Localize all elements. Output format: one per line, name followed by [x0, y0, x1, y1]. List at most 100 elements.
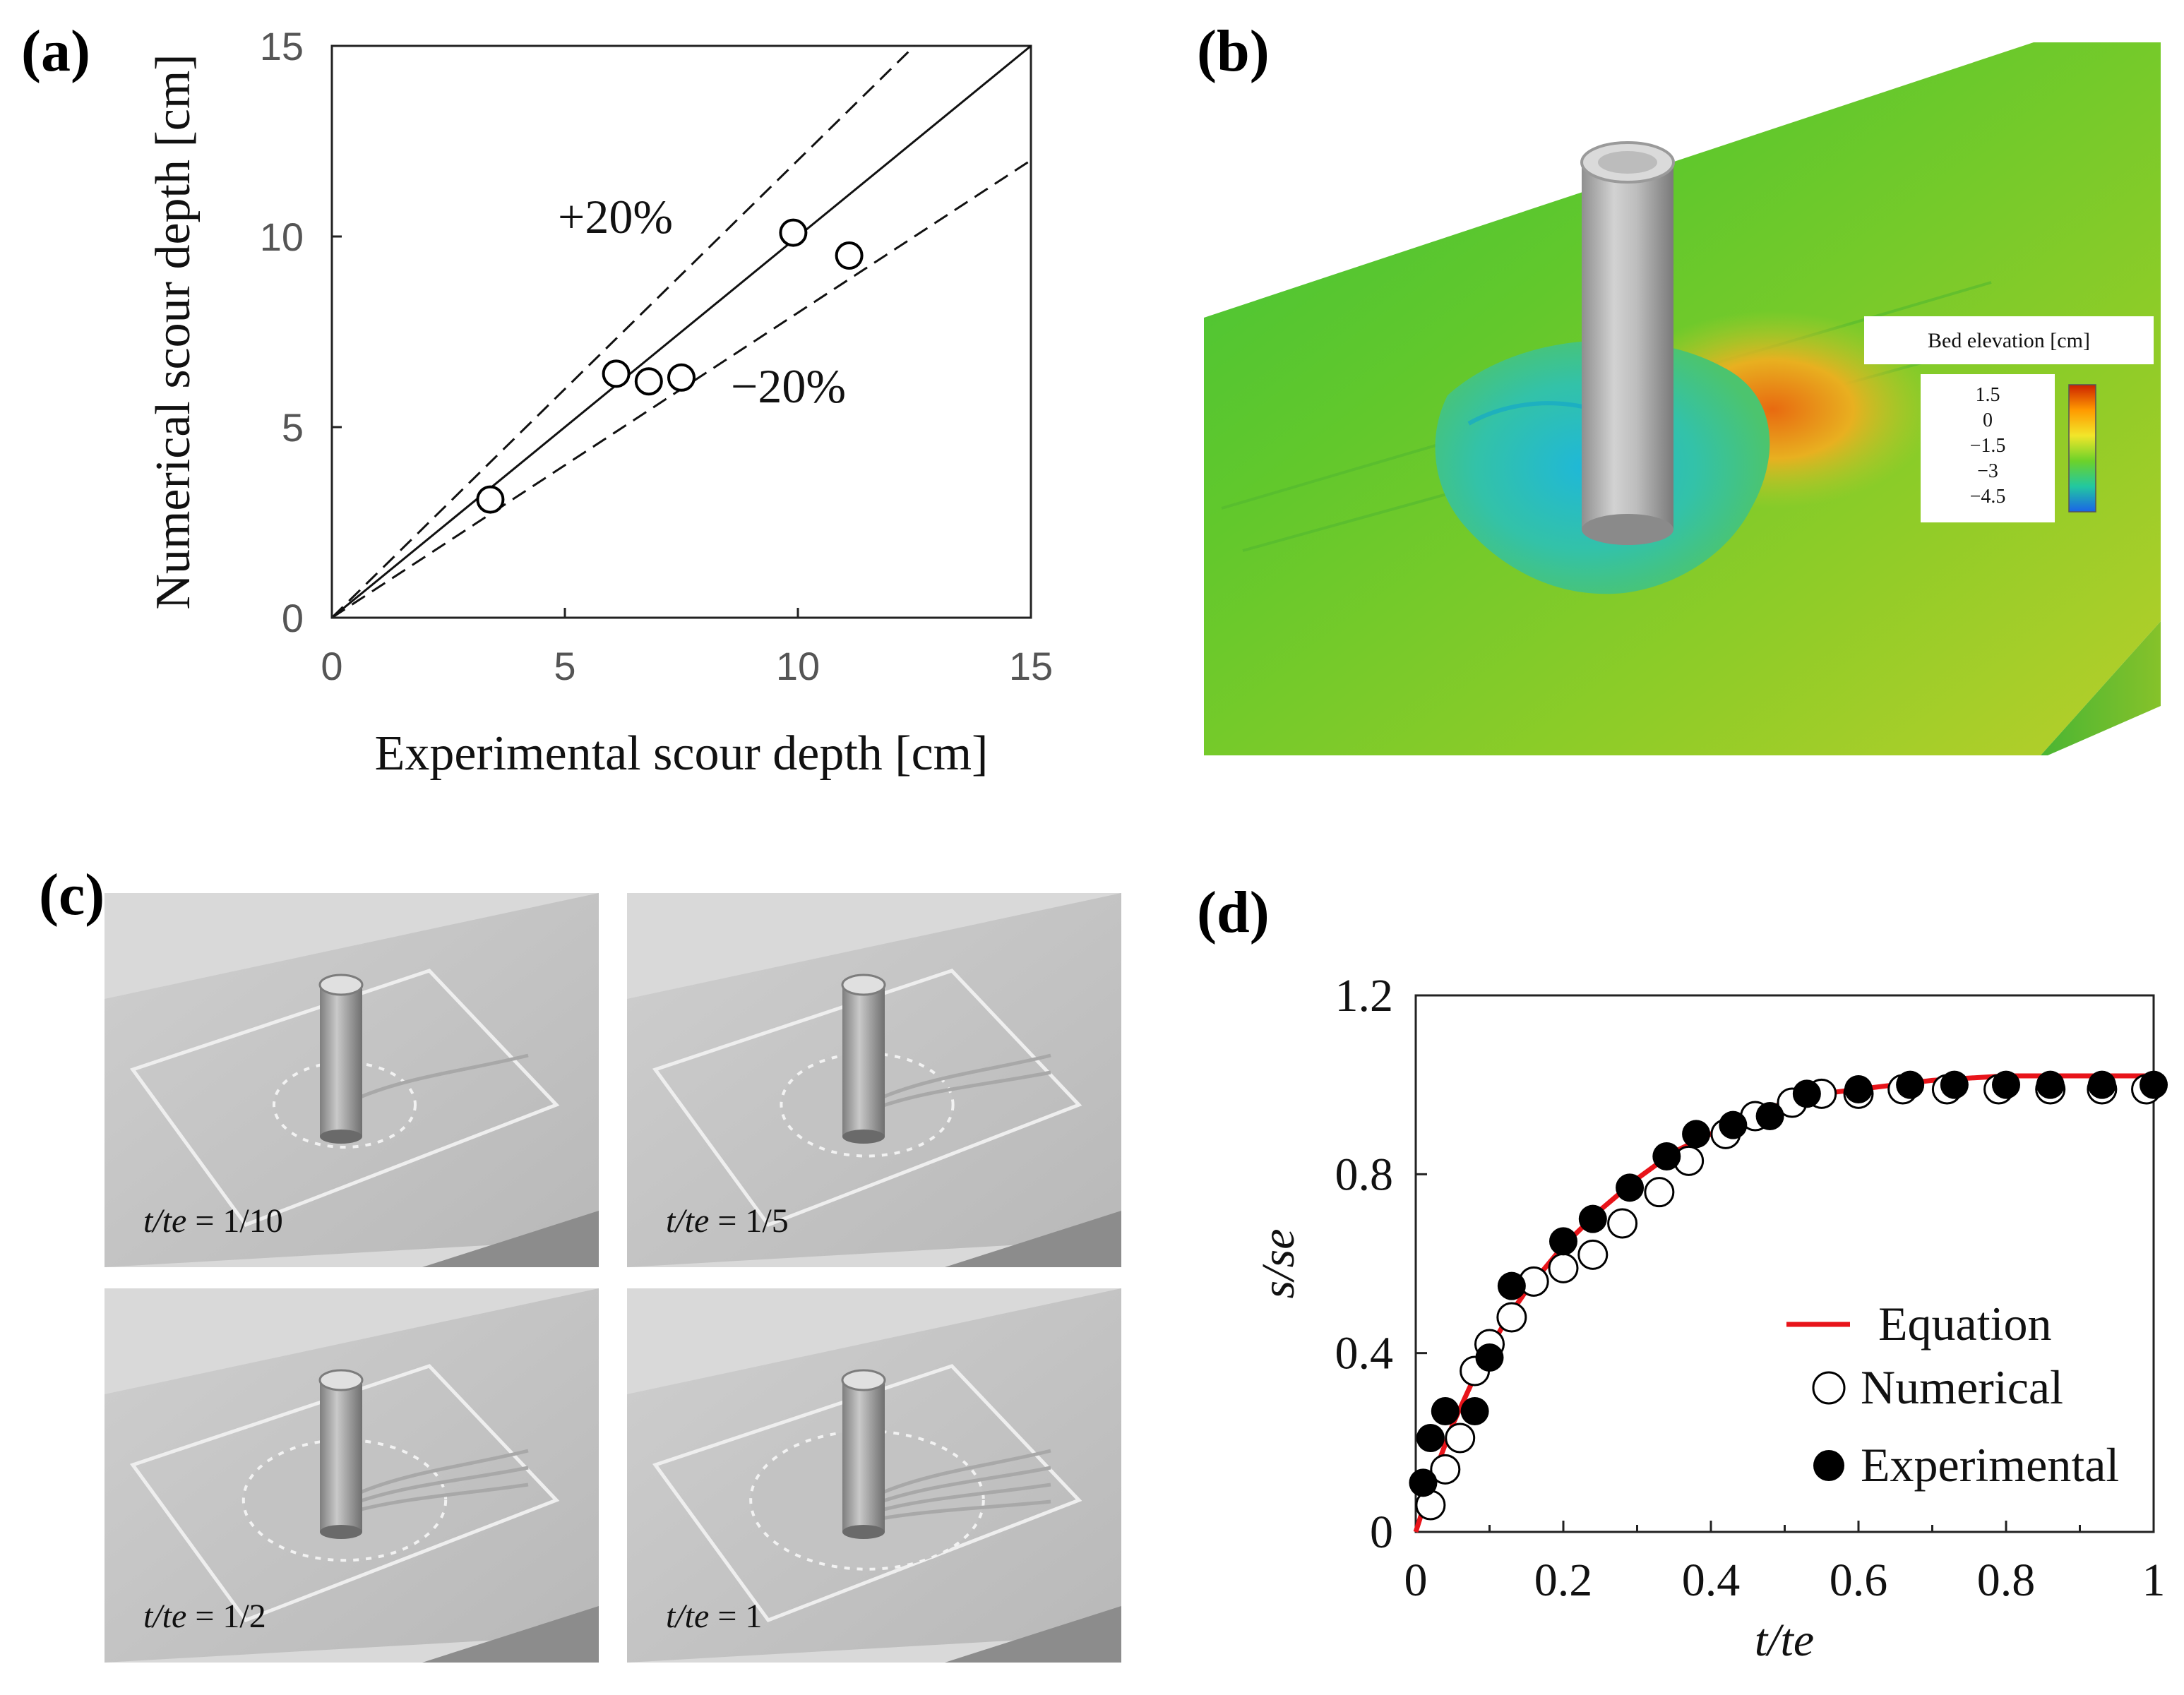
experimental-point: [1896, 1070, 1925, 1099]
snapshot-ripple: [881, 1466, 1051, 1504]
y-tick-label: 15: [260, 24, 304, 68]
experimental-point: [1460, 1397, 1489, 1425]
snapshot-pier: [320, 985, 362, 1137]
legend-numerical-swatch: [1812, 1371, 1846, 1405]
chart-a-points: [476, 218, 864, 514]
experimental-point: [1431, 1397, 1460, 1425]
data-point: [667, 363, 696, 392]
snapshot-ripple: [881, 1449, 1051, 1495]
x-tick-label: 10: [776, 644, 820, 688]
snapshot-s1: t/te = 1/10: [105, 893, 599, 1267]
numerical-point: [1644, 1177, 1675, 1208]
snapshot-ripple: [358, 1483, 529, 1512]
experimental-point: [1719, 1110, 1748, 1139]
band-label-plus: +20%: [558, 190, 673, 244]
snapshot-pier-base: [842, 1130, 885, 1144]
bed-elevation-render: Bed elevation [cm] 1.5 0 −1.5 −3 −4.5: [1204, 42, 2161, 755]
band-label-minus: −20%: [731, 359, 846, 413]
pier: [1580, 141, 1675, 545]
y-tick-label: 5: [282, 405, 304, 450]
chart-d-ticks: 0 0.2 0.4 0.6 0.8 1 0 0.4 0.8 1.2: [1335, 970, 2166, 1606]
x-tick-label: 5: [554, 644, 575, 688]
data-point: [476, 485, 505, 514]
chart-d-series: [1409, 1070, 2168, 1533]
numerical-point: [1496, 1302, 1527, 1333]
snapshot-pier: [842, 985, 885, 1137]
colorbar-tick-label: −3: [1977, 460, 1998, 482]
x-tick-label: 0.4: [1682, 1555, 1741, 1606]
x-tick-label: 15: [1009, 644, 1053, 688]
snapshot-pier-base: [320, 1130, 362, 1144]
snapshot-ripple: [881, 1053, 1051, 1100]
snapshot-pier: [842, 1380, 885, 1532]
snapshot-bed-side: [945, 1211, 1121, 1267]
snapshot-ripple: [881, 1483, 1051, 1512]
snapshot-pier: [320, 1380, 362, 1532]
experimental-point: [1578, 1204, 1607, 1233]
y-tick-label: 0.4: [1335, 1328, 1394, 1379]
chart-a-ticks: 0 5 10 15 0 5 10 15: [260, 24, 1053, 688]
caption-ratio: 1/10: [222, 1202, 282, 1240]
chart-a-reference-lines: [330, 44, 1032, 619]
legend-experimental-label: Experimental: [1861, 1438, 2119, 1492]
caption-equals: =: [709, 1598, 745, 1635]
x-tick-label: 0.2: [1534, 1555, 1593, 1606]
snapshot-s2: t/te = 1/5: [627, 893, 1121, 1267]
snapshot-caption: t/te = 1/5: [666, 1202, 789, 1240]
experimental-point: [1652, 1142, 1681, 1170]
panel-label-a: (a): [21, 18, 90, 84]
snapshot-s4: t/te = 1: [627, 1288, 1121, 1663]
chart-d-xlabel: t/te: [1755, 1615, 1814, 1666]
y-tick-label: 10: [260, 215, 304, 259]
chart-a-frame: [330, 44, 1032, 619]
colorbar-tick-label: −1.5: [1970, 435, 2006, 457]
caption-equals: =: [186, 1202, 222, 1240]
snapshot-pier-top: [318, 974, 364, 996]
chart-d-legend: Equation Numerical Experimental: [1786, 1297, 2119, 1492]
chart-a-xlabel: Experimental scour depth [cm]: [375, 726, 989, 781]
snapshot-ripple: [358, 1449, 529, 1495]
x-tick-label: 0.8: [1977, 1555, 2036, 1606]
x-tick-label: 0: [321, 644, 342, 688]
experimental-point: [1616, 1173, 1645, 1202]
numerical-point: [1607, 1208, 1638, 1239]
colorbar-title: Bed elevation [cm]: [1928, 329, 2090, 352]
snapshot-caption: t/te = 1/10: [143, 1202, 283, 1240]
panel-label-d: (d): [1197, 880, 1270, 945]
experimental-point: [1792, 1079, 1821, 1108]
experimental-point: [1409, 1468, 1438, 1497]
snapshot-ripple: [358, 1053, 529, 1100]
snapshot-s3: t/te = 1/2: [105, 1288, 599, 1663]
numerical-point: [1445, 1423, 1476, 1454]
colorbar-tick-label: 1.5: [1976, 384, 2000, 406]
numerical-point: [1548, 1252, 1579, 1283]
snapshot-pier-base: [320, 1525, 362, 1539]
chart-a-ylabel: Numerical scour depth [cm]: [146, 54, 201, 609]
panel-label-b: (b): [1197, 18, 1270, 84]
experimental-point: [2036, 1070, 2065, 1099]
experimental-point: [1844, 1075, 1873, 1103]
legend-experimental-swatch: [1813, 1450, 1844, 1481]
experimental-point: [1682, 1120, 1711, 1149]
experimental-point: [2087, 1070, 2116, 1099]
chart-d-ylabel: s/se: [1253, 1229, 1304, 1299]
colorbar-tick-label: −4.5: [1970, 486, 2006, 508]
experimental-point: [1475, 1343, 1504, 1372]
caption-equals: =: [186, 1598, 222, 1635]
data-point: [634, 367, 663, 396]
pier-base: [1582, 514, 1673, 545]
experimental-point: [1497, 1271, 1526, 1300]
x-tick-label: 1: [2142, 1555, 2166, 1606]
x-tick-label: 0: [1404, 1555, 1428, 1606]
colorbar-tick-box: [1921, 374, 2055, 522]
snapshot-caption: t/te = 1/2: [143, 1598, 266, 1635]
legend-numerical-label: Numerical: [1861, 1360, 2063, 1414]
chart-a-scatter: 0 5 10 15 0 5 10 15 +20% −20% Experimental scou…: [146, 24, 1053, 781]
legend-equation-label: Equation: [1878, 1297, 2052, 1350]
numerical-point: [1577, 1239, 1609, 1270]
snapshot-caption: t/te = 1: [666, 1598, 762, 1635]
caption-variable: t/te: [143, 1598, 186, 1635]
snapshot-bed-side: [945, 1606, 1121, 1663]
experimental-point: [1755, 1102, 1784, 1130]
